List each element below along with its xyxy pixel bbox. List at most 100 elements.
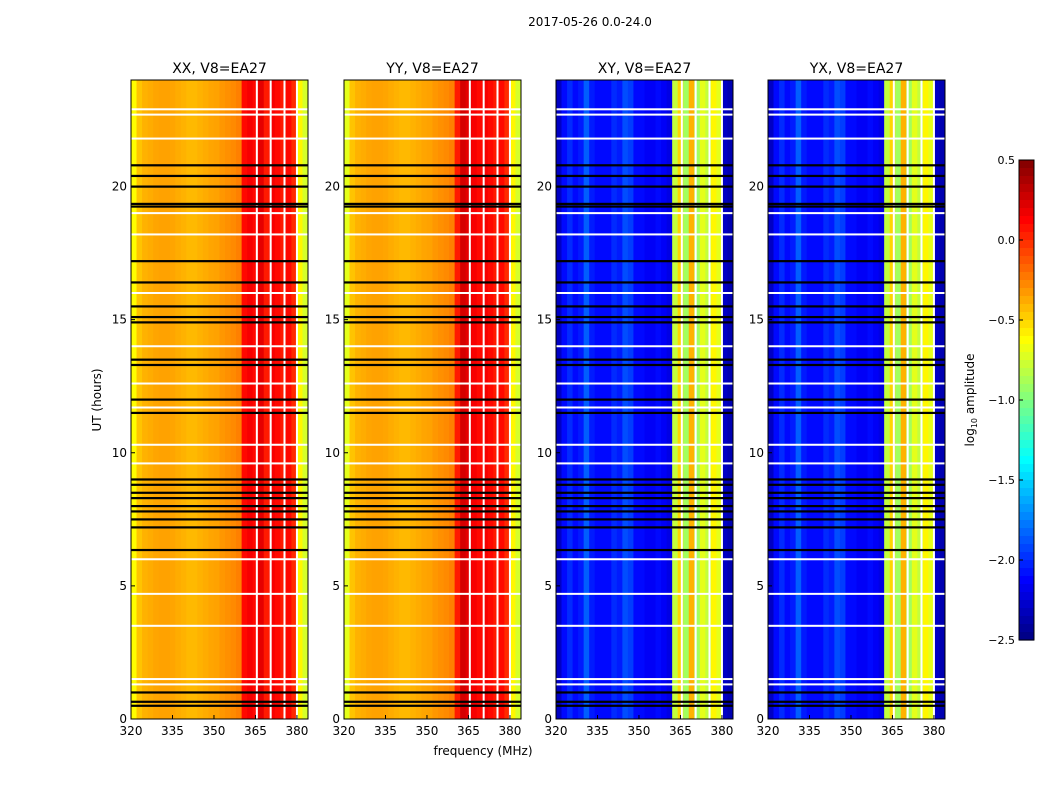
colorbar-segment <box>1019 520 1034 529</box>
flagged-time-white <box>768 462 945 465</box>
y-tick-label: 5 <box>756 579 764 593</box>
flagged-time-black <box>344 548 521 552</box>
colorbar-segment <box>1019 280 1034 289</box>
flagged-time-black <box>131 704 308 707</box>
x-tick-label: 365 <box>244 724 267 738</box>
x-tick-label: 350 <box>628 724 651 738</box>
flagged-time-black <box>344 185 521 188</box>
flagged-time-black <box>131 315 308 319</box>
flagged-time-black <box>556 478 733 481</box>
flagged-time-white <box>768 683 945 686</box>
flagged-time-white <box>556 406 733 409</box>
flagged-time-white <box>131 624 308 627</box>
colorbar-segment <box>1019 392 1034 401</box>
colorbar-segment <box>1019 376 1034 385</box>
figure-title: 2017-05-26 0.0-24.0 <box>528 15 652 29</box>
flagged-time-white <box>131 462 308 465</box>
colorbar-tick-label: −0.5 <box>988 314 1015 327</box>
flagged-time-white <box>344 233 521 236</box>
flagged-time-black <box>768 691 945 694</box>
flagged-time-black <box>344 205 521 208</box>
flagged-time-white <box>131 678 308 681</box>
flagged-time-white <box>131 113 308 116</box>
y-tick-label: 20 <box>325 180 340 194</box>
colorbar-segment <box>1019 328 1034 337</box>
flagged-time-black <box>768 478 945 481</box>
colorbar-segment <box>1019 608 1034 617</box>
flagged-time-black <box>131 411 308 415</box>
flagged-time-white <box>768 108 945 111</box>
flagged-time-white <box>556 592 733 595</box>
colorbar-segment <box>1019 496 1034 505</box>
panel-frame <box>767 79 946 720</box>
colorbar-segment <box>1019 320 1034 329</box>
x-axis-label: frequency (MHz) <box>433 744 532 758</box>
colorbar-segment <box>1019 408 1034 417</box>
x-tick-label: 350 <box>840 724 863 738</box>
flagged-time-white <box>344 592 521 595</box>
flagged-time-black <box>344 491 521 494</box>
flagged-time-black <box>556 491 733 494</box>
flagged-time-black <box>768 491 945 494</box>
colorbar-segment <box>1019 560 1034 569</box>
colorbar-segment <box>1019 176 1034 185</box>
colorbar-segment <box>1019 368 1034 377</box>
flagged-time-black <box>768 281 945 284</box>
y-tick-label: 10 <box>749 446 764 460</box>
panel-yx: YX, V8=EA27 320 335 350 365 380 0 5 10 15 20 <box>749 61 946 738</box>
y-tick-label: 15 <box>749 313 764 327</box>
y-axis-label: UT (hours) <box>90 368 104 431</box>
colorbar-segment <box>1019 288 1034 297</box>
flagged-time-black <box>556 398 733 401</box>
colorbar-segment <box>1019 432 1034 441</box>
colorbar-segment <box>1019 296 1034 305</box>
flagged-time-black <box>556 483 733 486</box>
flagged-time-black <box>556 174 733 178</box>
flagged-time-white <box>768 592 945 595</box>
colorbar-segment <box>1019 448 1034 457</box>
flagged-time-black <box>556 691 733 694</box>
flagged-time-black <box>768 305 945 308</box>
flagged-time-white <box>768 406 945 409</box>
flagged-time-white <box>556 345 733 348</box>
colorbar-segment <box>1019 168 1034 177</box>
flagged-time-white <box>131 345 308 348</box>
colorbar-segment <box>1019 192 1034 201</box>
y-tick-label: 10 <box>537 446 552 460</box>
flagged-time-black <box>556 526 733 529</box>
colorbar-tick-label: −1.0 <box>988 394 1015 407</box>
flagged-time-black <box>556 700 733 703</box>
flagged-time-black <box>131 202 308 206</box>
colorbar-segment <box>1019 456 1034 465</box>
flagged-time-black <box>556 202 733 206</box>
flagged-time-black <box>768 700 945 703</box>
flagged-time-black <box>556 321 733 324</box>
x-tick-label: 335 <box>161 724 184 738</box>
flagged-time-white <box>131 108 308 111</box>
flagged-time-black <box>556 185 733 188</box>
flagged-time-white <box>556 624 733 627</box>
flagged-time-black <box>344 510 521 513</box>
y-tick-label: 0 <box>544 712 552 726</box>
flagged-time-white <box>131 233 308 236</box>
colorbar-segment <box>1019 528 1034 537</box>
flagged-time-black <box>768 483 945 486</box>
x-tick-label: 365 <box>669 724 692 738</box>
flagged-time-white <box>768 382 945 385</box>
flagged-time-white <box>556 137 733 140</box>
flagged-time-white <box>556 233 733 236</box>
colorbar-segment <box>1019 208 1034 217</box>
flagged-time-black <box>556 358 733 361</box>
x-tick-label: 335 <box>798 724 821 738</box>
flagged-time-white <box>344 108 521 111</box>
flagged-time-black <box>344 164 521 167</box>
flagged-time-black <box>344 260 521 263</box>
flagged-time-black <box>768 518 945 521</box>
flagged-time-black <box>768 411 945 415</box>
colorbar-segment <box>1019 344 1034 353</box>
y-tick-label: 10 <box>325 446 340 460</box>
flagged-time-black <box>556 164 733 167</box>
flagged-time-black <box>344 358 521 361</box>
x-tick-label: 350 <box>416 724 439 738</box>
flagged-time-black <box>556 281 733 284</box>
